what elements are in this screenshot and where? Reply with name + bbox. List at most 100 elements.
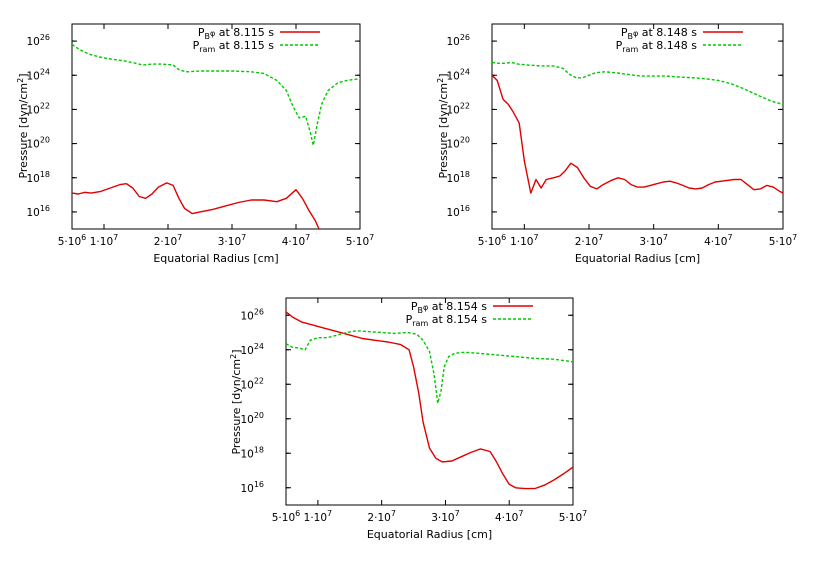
x-tick-mantissa: 5·10 xyxy=(769,236,792,248)
y-tick-label: 1024 xyxy=(446,67,470,82)
x-tick-label: 5·106 xyxy=(58,233,86,248)
x-tick-exponent: 7 xyxy=(663,233,668,242)
y-tick-label: 1022 xyxy=(240,376,264,391)
y-tick-label: 1024 xyxy=(240,342,264,357)
y-tick-exponent: 22 xyxy=(254,376,264,385)
chart-panel-3: 5·106 1·107 2·107 3·107 4·107 5·1071016101810… xyxy=(229,297,587,541)
legend-subscript: ram xyxy=(412,319,428,328)
y-tick-base: 10 xyxy=(446,207,459,219)
y-tick-base: 10 xyxy=(446,36,459,48)
legend-time: at 8.154 s xyxy=(428,300,487,313)
x-tick-exponent: 7 xyxy=(241,233,246,242)
legend-symbol: P xyxy=(621,26,628,39)
chart-panel-1: 5·106 1·107 2·107 3·107 4·107 5·1071016101810… xyxy=(16,23,374,265)
legend-symbol: P xyxy=(198,26,205,39)
legend-sub-superscript: φ xyxy=(633,29,638,38)
legend-subscript: B xyxy=(204,32,210,41)
y-tick-base: 10 xyxy=(446,104,459,116)
y-tick-base: 10 xyxy=(446,173,459,185)
y-tick-label: 1022 xyxy=(26,101,50,116)
y-axis-label-text: Pressure [dyn/cm xyxy=(437,83,450,179)
y-tick-exponent: 16 xyxy=(40,204,50,213)
x-tick-mantissa: 2·10 xyxy=(154,236,177,248)
y-tick-label: 1026 xyxy=(240,307,264,322)
series-line-p-ram xyxy=(72,43,360,147)
legend-sub-superscript: φ xyxy=(210,29,215,38)
y-tick-base: 10 xyxy=(26,139,39,151)
x-tick-mantissa: 4·10 xyxy=(704,236,727,248)
legend-time: at 8.115 s xyxy=(215,39,274,52)
x-tick-label: 5·107 xyxy=(346,233,374,248)
x-tick-label: 4·107 xyxy=(495,509,523,524)
plot-frame xyxy=(491,23,784,230)
y-tick-exponent: 20 xyxy=(460,136,470,145)
legend-subscript: ram xyxy=(199,45,215,54)
x-tick-exponent: 6 xyxy=(501,233,506,242)
x-tick-mantissa: 5·10 xyxy=(58,236,81,248)
y-tick-exponent: 26 xyxy=(460,33,470,42)
x-tick-label: 5·106 xyxy=(272,509,300,524)
legend-symbol: P xyxy=(193,39,200,52)
x-tick-mantissa: 4·10 xyxy=(282,236,305,248)
y-tick-exponent: 20 xyxy=(254,411,264,420)
x-tick-mantissa: 3·10 xyxy=(218,236,241,248)
y-tick-label: 1016 xyxy=(26,204,50,219)
y-tick-base: 10 xyxy=(446,139,459,151)
legend-label: Pram at 8.115 s xyxy=(193,39,275,54)
x-tick-mantissa: 1·10 xyxy=(510,236,533,248)
y-tick-label: 1016 xyxy=(446,204,470,219)
x-tick-mantissa: 4·10 xyxy=(495,512,518,524)
y-tick-base: 10 xyxy=(26,173,39,185)
x-tick-exponent: 7 xyxy=(598,233,603,242)
x-tick-exponent: 7 xyxy=(727,233,732,242)
x-tick-exponent: 7 xyxy=(113,233,118,242)
x-axis-label: Equatorial Radius [cm] xyxy=(367,528,492,541)
y-axis-label-sup: 2 xyxy=(16,78,25,83)
x-tick-label: 5·107 xyxy=(559,509,587,524)
plot-frame xyxy=(71,23,361,230)
series-line-p-ram xyxy=(492,61,783,105)
chart-panel-2: 5·106 1·107 2·107 3·107 4·107 5·1071016101810… xyxy=(436,23,797,265)
x-tick-exponent: 7 xyxy=(327,509,332,518)
y-tick-exponent: 24 xyxy=(460,67,470,76)
y-tick-exponent: 18 xyxy=(40,170,50,179)
y-tick-label: 1018 xyxy=(446,170,470,185)
series-line-p-ram xyxy=(286,330,573,404)
y-tick-label: 1026 xyxy=(446,33,470,48)
y-tick-label: 1020 xyxy=(26,136,50,151)
y-tick-label: 1020 xyxy=(240,411,264,426)
y-axis-label: Pressure [dyn/cm2] xyxy=(436,73,450,178)
x-tick-exponent: 7 xyxy=(305,233,310,242)
x-tick-label: 1·107 xyxy=(90,233,118,248)
y-tick-label: 1022 xyxy=(446,101,470,116)
x-tick-label: 2·107 xyxy=(367,509,395,524)
y-tick-label: 1016 xyxy=(240,480,264,495)
legend-label: Pram at 8.148 s xyxy=(616,39,698,54)
y-tick-exponent: 26 xyxy=(40,33,50,42)
y-tick-exponent: 18 xyxy=(460,170,470,179)
legend-subscript: ram xyxy=(622,45,638,54)
x-tick-exponent: 6 xyxy=(81,233,86,242)
x-tick-exponent: 7 xyxy=(518,509,523,518)
x-tick-label: 4·107 xyxy=(282,233,310,248)
y-tick-base: 10 xyxy=(240,310,253,322)
x-tick-label: 1·107 xyxy=(510,233,538,248)
y-tick-exponent: 24 xyxy=(254,342,264,351)
y-tick-base: 10 xyxy=(240,414,253,426)
x-tick-exponent: 7 xyxy=(177,233,182,242)
x-tick-label: 2·107 xyxy=(575,233,603,248)
legend-symbol: P xyxy=(616,39,623,52)
x-tick-label: 2·107 xyxy=(154,233,182,248)
y-tick-exponent: 22 xyxy=(40,101,50,110)
x-tick-exponent: 7 xyxy=(391,509,396,518)
x-tick-label: 5·107 xyxy=(769,233,797,248)
x-tick-exponent: 7 xyxy=(455,509,460,518)
legend-subscript: B xyxy=(627,32,633,41)
y-tick-exponent: 20 xyxy=(40,136,50,145)
y-tick-exponent: 22 xyxy=(460,101,470,110)
x-tick-exponent: 7 xyxy=(369,233,374,242)
x-tick-mantissa: 1·10 xyxy=(90,236,113,248)
x-tick-exponent: 7 xyxy=(582,509,587,518)
legend-symbol: P xyxy=(406,313,413,326)
y-tick-base: 10 xyxy=(26,104,39,116)
